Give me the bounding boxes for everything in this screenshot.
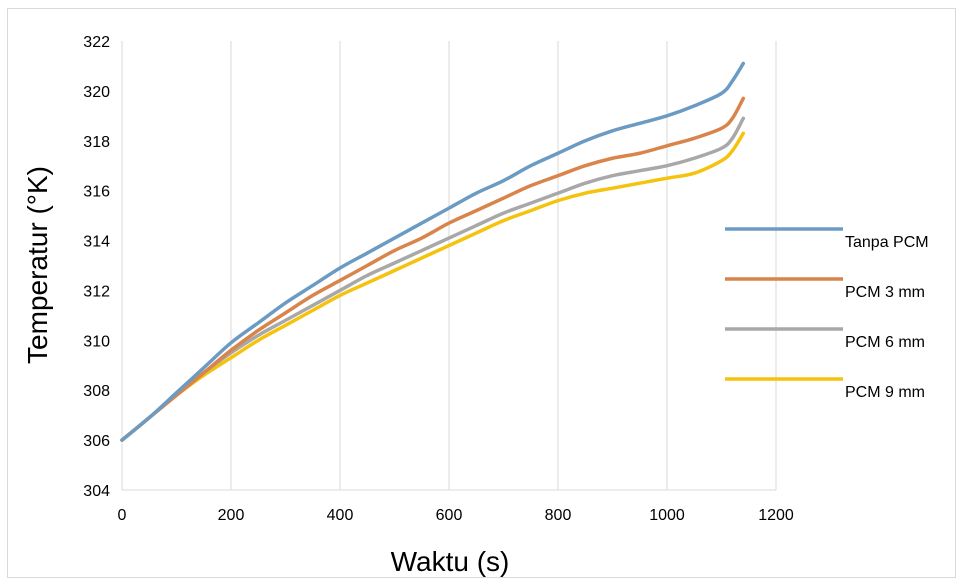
series-line-pcm-3-mm (120, 96, 746, 442)
x-axis-title: Waktu (s) (391, 546, 510, 577)
x-tick-label: 0 (118, 507, 127, 524)
x-tick-label: 600 (436, 507, 463, 524)
y-tick-label: 318 (83, 134, 110, 151)
y-tick-label: 308 (83, 383, 110, 400)
legend-label: Tanpa PCM (845, 234, 929, 251)
legend-label: PCM 3 mm (845, 284, 925, 301)
series-line-tanpa-pcm (120, 61, 746, 442)
y-tick-label: 322 (83, 34, 110, 51)
legend: Tanpa PCM PCM 3 mm PCM 6 mm PCM 9 mm (725, 227, 929, 401)
grid-lines (230, 41, 777, 490)
legend-item-tanpa-pcm: Tanpa PCM (725, 227, 929, 251)
y-tick-label: 320 (83, 84, 110, 101)
chart-frame (7, 8, 956, 578)
x-tick-label: 1000 (649, 507, 685, 524)
series-line-pcm-6-mm (120, 116, 746, 442)
axes (121, 41, 776, 491)
y-axis-title: Temperatur (°K) (22, 166, 53, 364)
x-tick-label: 200 (218, 507, 245, 524)
tick-labels: 0 200 400 600 800 1000 1200 304 306 308 310 312 314 3… (83, 34, 794, 524)
y-tick-label: 312 (83, 283, 110, 300)
legend-item-pcm-3-mm: PCM 3 mm (725, 277, 925, 301)
legend-item-pcm-6-mm: PCM 6 mm (725, 327, 925, 351)
y-tick-label: 314 (83, 234, 110, 251)
y-tick-label: 310 (83, 333, 110, 350)
legend-item-pcm-9-mm: PCM 9 mm (725, 377, 925, 401)
y-tick-label: 306 (83, 433, 110, 450)
series-line-pcm-9-mm (120, 131, 746, 442)
legend-label: PCM 6 mm (845, 334, 925, 351)
series-lines (120, 61, 746, 442)
y-tick-label: 304 (83, 483, 110, 500)
x-tick-label: 400 (327, 507, 354, 524)
x-tick-label: 800 (545, 507, 572, 524)
legend-label: PCM 9 mm (845, 384, 925, 401)
x-tick-label: 1200 (758, 507, 794, 524)
y-tick-label: 316 (83, 184, 110, 201)
